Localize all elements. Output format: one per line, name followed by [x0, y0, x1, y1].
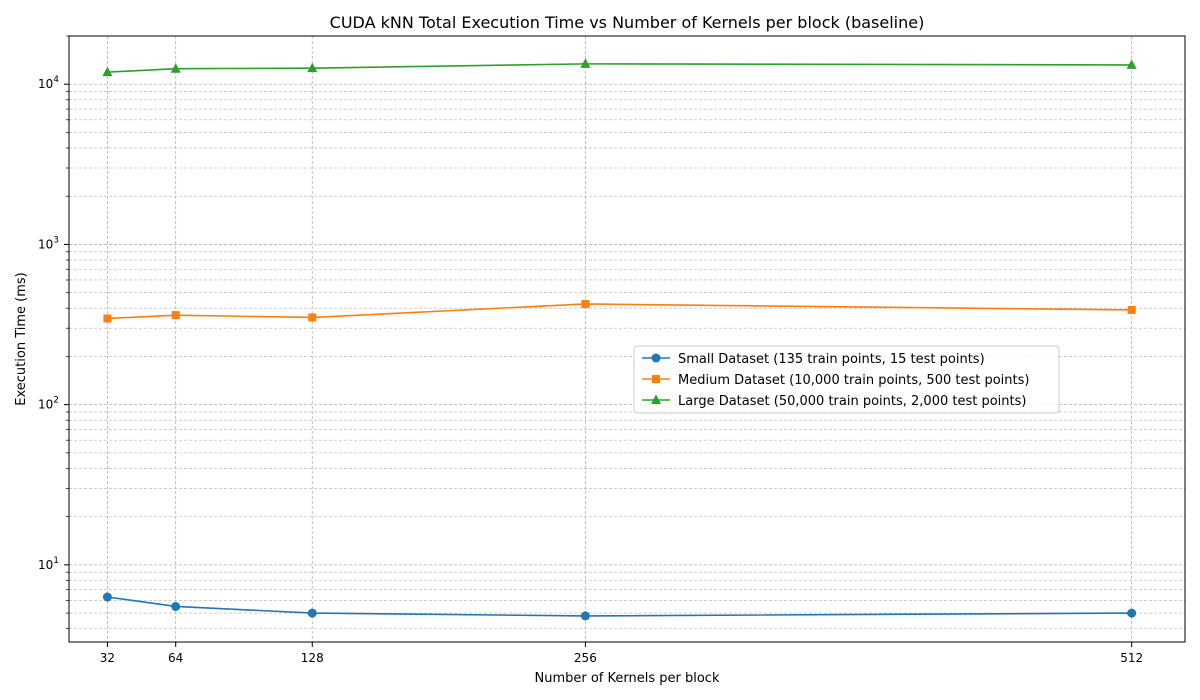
data-point	[580, 58, 591, 68]
data-point	[171, 311, 180, 320]
legend-marker	[652, 375, 660, 383]
x-tick-label: 256	[574, 651, 597, 665]
legend-label: Small Dataset (135 train points, 15 test…	[678, 352, 985, 367]
data-point	[307, 62, 318, 73]
data-point	[1127, 305, 1136, 314]
x-axis-ticks: 32 64 128 256 512	[100, 642, 1143, 665]
data-point	[1126, 59, 1137, 69]
y-tick-label: 103	[38, 235, 59, 251]
y-tick-label: 102	[38, 396, 59, 412]
data-point	[307, 608, 317, 618]
legend-label: Medium Dataset (10,000 train points, 500…	[678, 373, 1029, 388]
legend-marker	[651, 394, 661, 404]
x-tick-label: 512	[1120, 651, 1143, 665]
legend-box	[633, 345, 1060, 414]
data-point	[171, 601, 181, 611]
plot-frame	[68, 35, 1186, 643]
data-point	[170, 63, 181, 73]
chart-title: CUDA kNN Total Execution Time vs Number …	[330, 13, 925, 32]
data-point	[102, 66, 113, 77]
series-line	[107, 63, 1132, 73]
grid-layer	[69, 35, 1185, 642]
x-tick-label: 128	[301, 651, 324, 665]
data-point	[580, 611, 590, 621]
y-axis-label: Execution Time (ms)	[14, 272, 29, 405]
x-axis-label: Number of Kernels per block	[535, 671, 720, 686]
y-axis-ticks: 101 102 103 104	[38, 35, 69, 629]
series-circle	[102, 592, 1137, 621]
legend-item: Large Dataset (50,000 train points, 2,00…	[642, 394, 1026, 409]
y-tick-label: 101	[38, 556, 59, 572]
series-layer	[102, 58, 1137, 621]
series-line	[107, 303, 1132, 320]
y-tick-label: 104	[38, 75, 59, 91]
data-point	[581, 299, 590, 308]
series-triangle	[102, 58, 1137, 77]
x-tick-label: 32	[100, 651, 115, 665]
legend-label: Large Dataset (50,000 train points, 2,00…	[678, 394, 1026, 409]
legend-item: Medium Dataset (10,000 train points, 500…	[642, 373, 1029, 388]
x-tick-label: 64	[168, 651, 183, 665]
legend-items: Small Dataset (135 train points, 15 test…	[642, 352, 1029, 409]
data-point	[308, 313, 317, 322]
legend: Small Dataset (135 train points, 15 test…	[633, 345, 1060, 414]
series-square	[103, 299, 1136, 323]
data-point	[103, 314, 112, 323]
data-point	[102, 592, 112, 602]
legend-marker	[651, 353, 661, 363]
data-point	[1127, 608, 1137, 618]
legend-item: Small Dataset (135 train points, 15 test…	[642, 352, 985, 367]
